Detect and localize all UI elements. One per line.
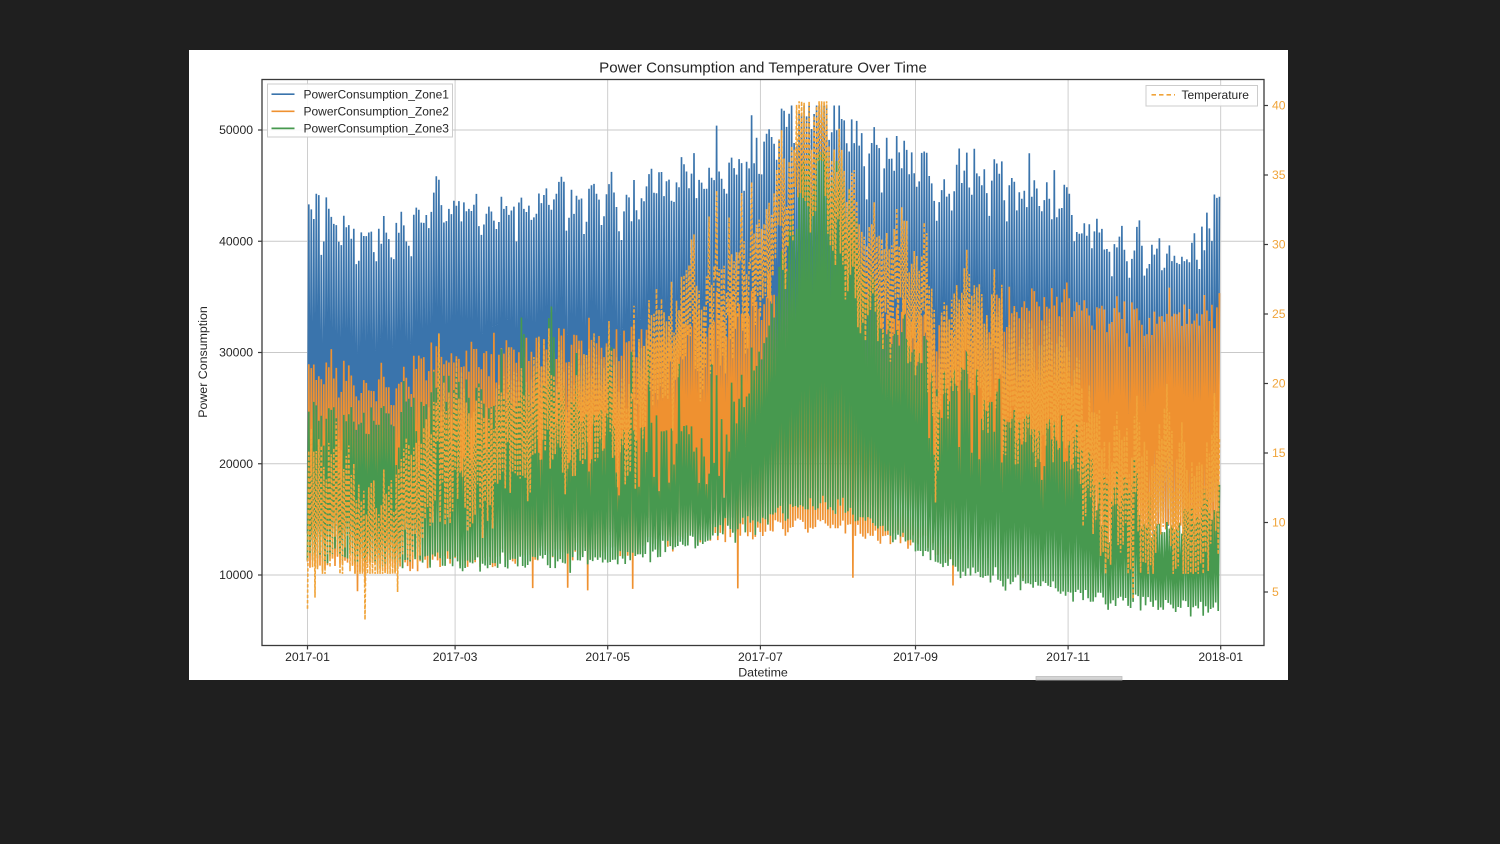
svg-text:40: 40 (1272, 99, 1286, 113)
svg-text:2017-11: 2017-11 (1046, 650, 1090, 664)
svg-text:50000: 50000 (219, 123, 253, 137)
svg-text:30000: 30000 (219, 346, 253, 360)
svg-text:2017-03: 2017-03 (433, 650, 478, 664)
svg-text:2018-01: 2018-01 (1198, 650, 1243, 664)
svg-text:10000: 10000 (219, 568, 253, 582)
svg-text:2017-05: 2017-05 (585, 650, 630, 664)
svg-text:Datetime: Datetime (738, 666, 788, 680)
svg-text:30: 30 (1272, 238, 1286, 252)
svg-text:35: 35 (1272, 168, 1286, 182)
svg-text:20000: 20000 (219, 457, 253, 471)
svg-text:Power Consumption and Temperat: Power Consumption and Temperature Over T… (599, 60, 927, 77)
svg-text:15: 15 (1272, 446, 1286, 460)
svg-text:2017-07: 2017-07 (738, 650, 783, 664)
svg-text:Temperature: Temperature (1182, 88, 1250, 102)
svg-text:PowerConsumption_Zone1: PowerConsumption_Zone1 (304, 88, 450, 102)
svg-text:40000: 40000 (219, 234, 253, 248)
svg-text:2017-09: 2017-09 (893, 650, 938, 664)
svg-text:10: 10 (1272, 516, 1286, 530)
svg-text:PowerConsumption_Zone2: PowerConsumption_Zone2 (304, 105, 450, 119)
svg-text:5: 5 (1272, 585, 1279, 599)
svg-text:25: 25 (1272, 307, 1286, 321)
svg-text:Power Consumption: Power Consumption (196, 306, 210, 418)
svg-text:2017-01: 2017-01 (285, 650, 330, 664)
svg-text:PowerConsumption_Zone3: PowerConsumption_Zone3 (304, 122, 450, 136)
svg-text:20: 20 (1272, 377, 1286, 391)
